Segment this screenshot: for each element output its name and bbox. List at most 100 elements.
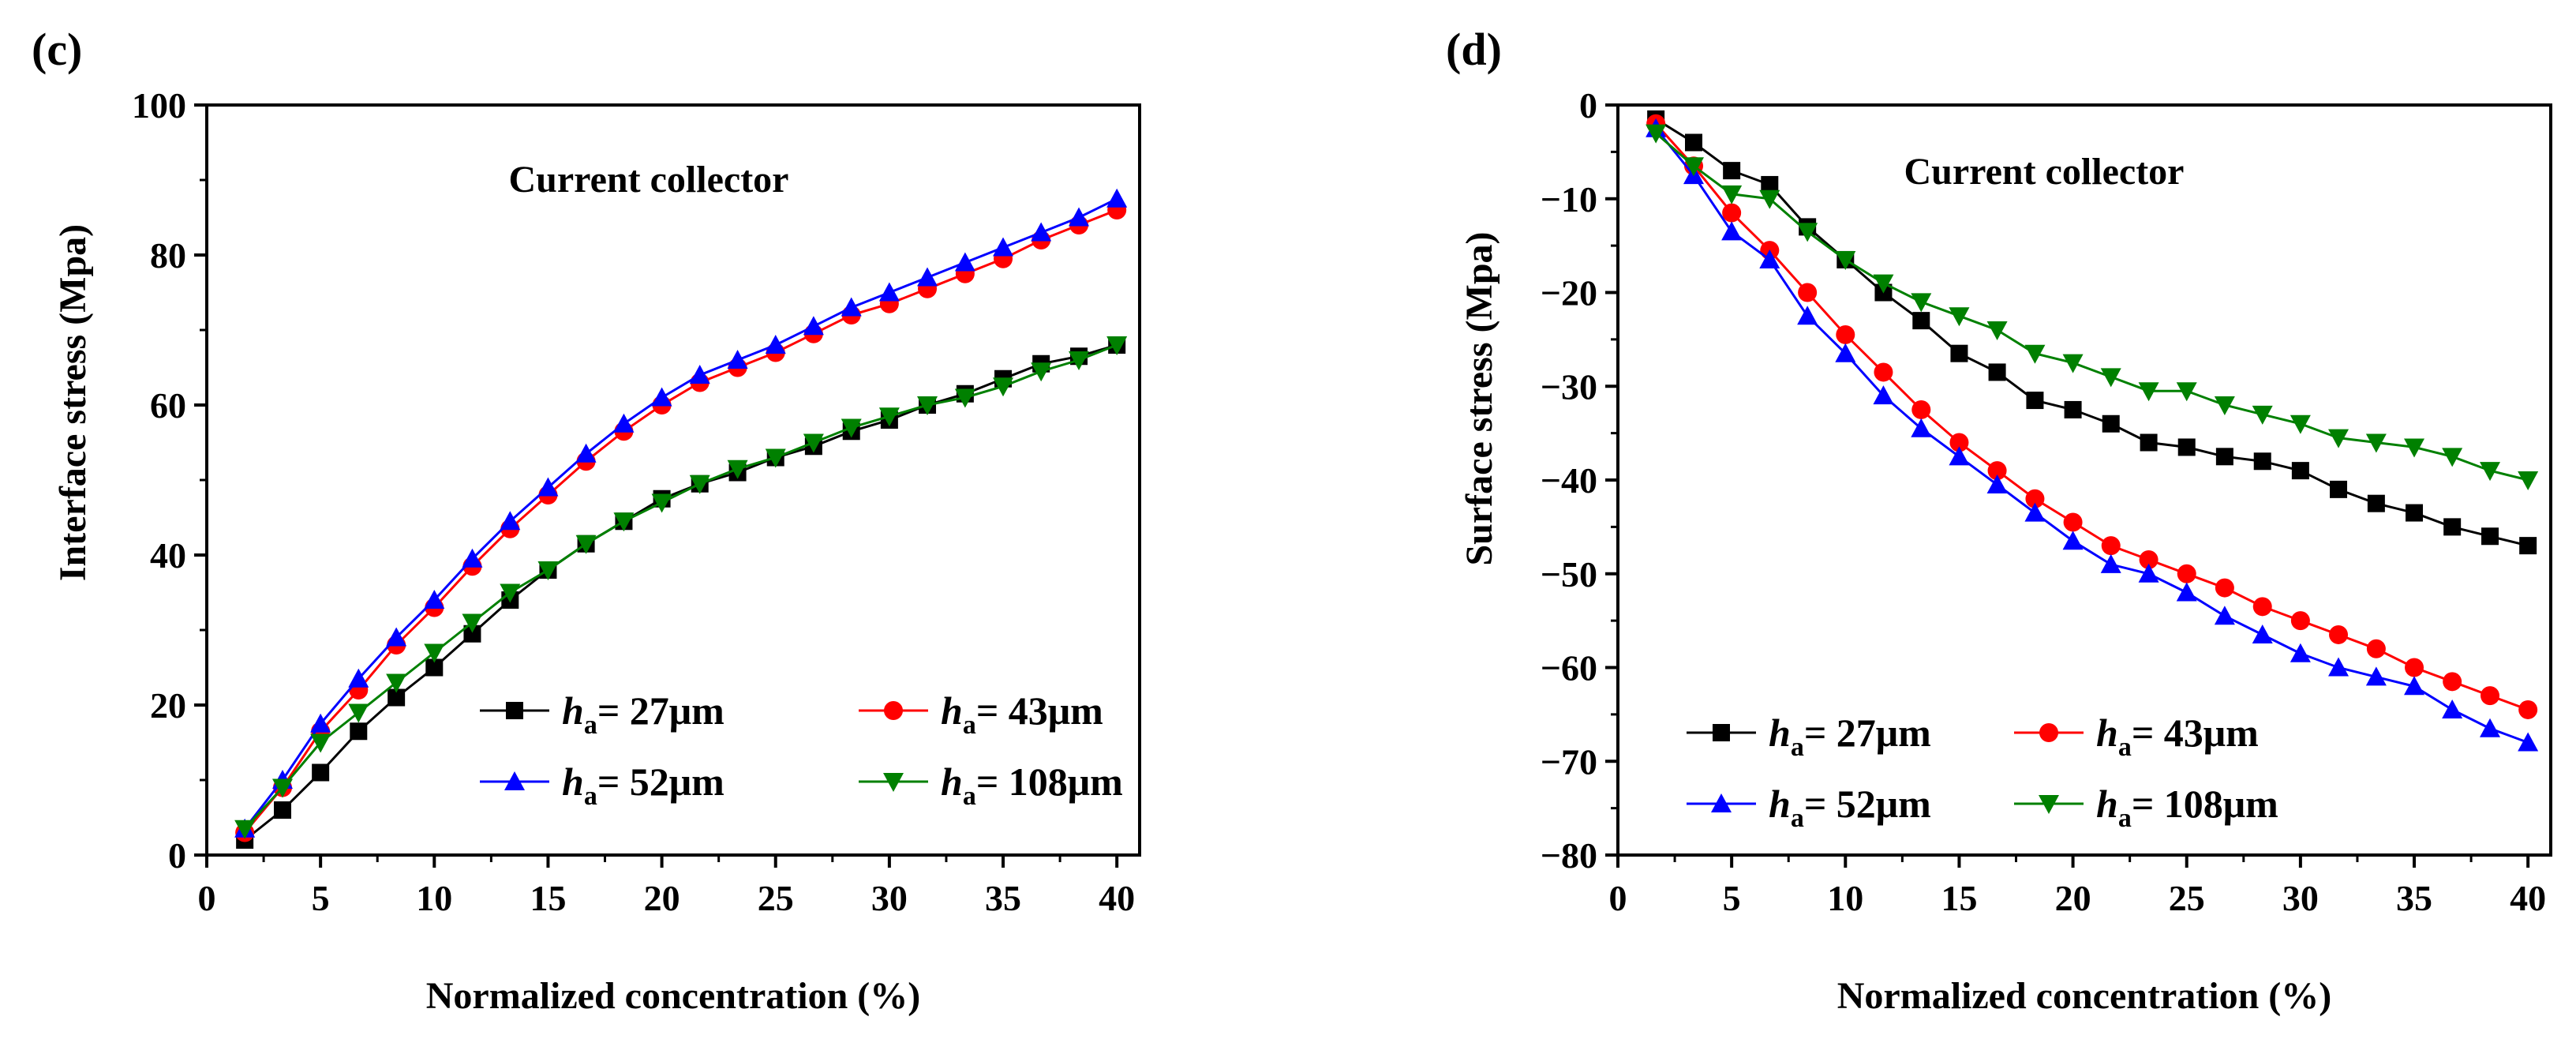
data-point bbox=[388, 688, 406, 707]
data-point bbox=[1722, 203, 1742, 223]
legend-subscript: a bbox=[1791, 804, 1804, 833]
x-tick-label: 25 bbox=[2169, 878, 2205, 918]
data-point bbox=[803, 433, 824, 453]
data-point bbox=[651, 387, 672, 407]
legend-item: ha= 43μm bbox=[2014, 711, 2259, 762]
legend-symbol: h bbox=[941, 688, 963, 733]
data-point bbox=[537, 561, 559, 580]
legend-value: = 52μm bbox=[597, 760, 724, 804]
x-axis-label: Normalized concentration (%) bbox=[426, 975, 921, 1017]
data-point bbox=[1759, 249, 1780, 268]
legend-subscript: a bbox=[584, 711, 597, 740]
data-point bbox=[2024, 344, 2046, 364]
data-point bbox=[1836, 324, 1855, 344]
data-point bbox=[2140, 433, 2158, 452]
data-point bbox=[613, 413, 635, 433]
x-tick-label: 30 bbox=[2282, 878, 2319, 918]
data-point bbox=[2252, 597, 2272, 617]
legend-value: = 108μm bbox=[2132, 782, 2278, 826]
data-point bbox=[1988, 363, 2006, 381]
data-point bbox=[575, 443, 597, 463]
data-point bbox=[2215, 448, 2233, 466]
data-point bbox=[2329, 625, 2349, 644]
data-point bbox=[1723, 162, 1741, 180]
data-point bbox=[1797, 306, 1818, 325]
data-point bbox=[878, 407, 900, 427]
legend-item: ha= 52μm bbox=[1687, 782, 1931, 833]
y-tick-label: −30 bbox=[1541, 366, 1597, 407]
legend-item: ha= 27μm bbox=[480, 688, 724, 740]
legend-label: ha= 52μm bbox=[1769, 782, 1931, 833]
data-point bbox=[2443, 518, 2462, 536]
data-point bbox=[1106, 336, 1128, 355]
data-point bbox=[2480, 462, 2501, 482]
data-point bbox=[348, 668, 369, 688]
data-point bbox=[2291, 462, 2309, 480]
series-0 bbox=[1647, 110, 2537, 555]
legend-value: = 27μm bbox=[597, 688, 724, 733]
data-point bbox=[1646, 124, 1667, 144]
annotation-text: Current collector bbox=[1904, 151, 2185, 193]
data-point bbox=[2138, 382, 2159, 402]
data-point bbox=[689, 365, 710, 384]
data-point bbox=[689, 474, 710, 494]
data-point bbox=[2024, 502, 2046, 522]
data-point bbox=[765, 448, 786, 468]
data-point bbox=[1835, 343, 1856, 362]
data-point bbox=[2404, 438, 2425, 458]
y-tick-label: −40 bbox=[1541, 460, 1597, 501]
legend-label: ha= 27μm bbox=[562, 688, 724, 740]
legend-marker bbox=[506, 702, 523, 719]
series-line bbox=[243, 208, 1118, 834]
data-point bbox=[2253, 452, 2271, 471]
data-point bbox=[2214, 396, 2235, 415]
y-tick-label: 0 bbox=[168, 835, 186, 876]
data-point bbox=[2405, 658, 2424, 677]
x-tick-label: 5 bbox=[1723, 878, 1741, 918]
data-point bbox=[310, 733, 331, 753]
series-2 bbox=[1646, 118, 2539, 752]
data-point bbox=[1949, 446, 1970, 466]
data-point bbox=[2290, 611, 2310, 631]
legend-subscript: a bbox=[963, 711, 976, 740]
data-point bbox=[727, 459, 748, 479]
data-point bbox=[2365, 666, 2387, 686]
x-tick-label: 0 bbox=[198, 878, 216, 918]
data-point bbox=[2177, 564, 2196, 583]
data-point bbox=[1797, 223, 1818, 242]
legend-value: = 43μm bbox=[2132, 711, 2259, 755]
x-tick-label: 40 bbox=[1099, 878, 1135, 918]
panel-label: (d) bbox=[1446, 24, 1502, 75]
data-point bbox=[954, 252, 975, 272]
y-tick-label: 80 bbox=[150, 235, 186, 276]
data-point bbox=[425, 658, 444, 677]
data-point bbox=[2101, 536, 2121, 556]
data-point bbox=[462, 548, 483, 568]
data-point bbox=[500, 511, 521, 531]
plot-frame bbox=[1616, 103, 2552, 857]
legend-value: = 108μm bbox=[976, 760, 1123, 804]
data-point bbox=[2366, 639, 2386, 658]
data-point bbox=[424, 590, 445, 609]
y-tick-label: −80 bbox=[1541, 835, 1597, 876]
data-point bbox=[1949, 307, 1970, 327]
data-point bbox=[917, 396, 938, 415]
data-point bbox=[2063, 512, 2083, 532]
x-tick-label: 35 bbox=[985, 878, 1021, 918]
data-point bbox=[2064, 400, 2082, 418]
data-point bbox=[462, 613, 483, 633]
data-point bbox=[2214, 606, 2235, 625]
data-point bbox=[2026, 392, 2044, 410]
x-tick-label: 10 bbox=[416, 878, 452, 918]
legend-label: ha= 52μm bbox=[562, 760, 724, 811]
data-point bbox=[2215, 578, 2234, 598]
data-point bbox=[2176, 382, 2197, 402]
legend-label: ha= 43μm bbox=[2096, 711, 2259, 762]
y-tick-label: 100 bbox=[132, 85, 186, 126]
legend-subscript: a bbox=[963, 782, 976, 811]
data-point bbox=[2139, 550, 2159, 569]
data-point bbox=[2177, 438, 2196, 456]
data-point bbox=[1911, 418, 1932, 437]
data-point bbox=[841, 418, 862, 438]
data-point bbox=[386, 673, 407, 693]
